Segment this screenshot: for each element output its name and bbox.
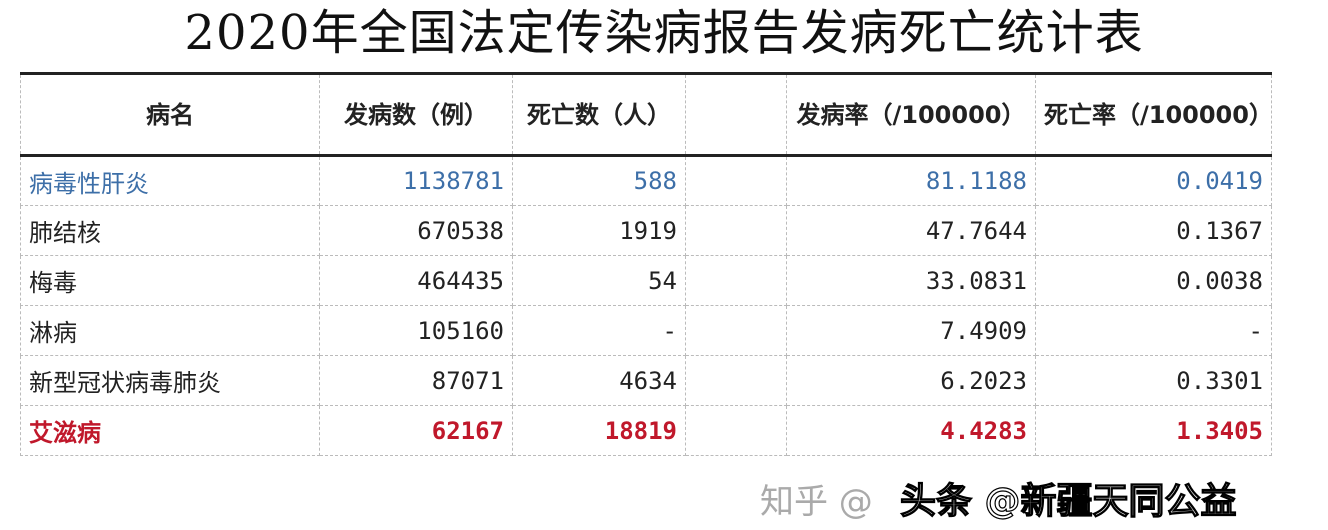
table-row: 新型冠状病毒肺炎 87071 4634 6.2023 0.3301 xyxy=(20,355,1272,406)
disease-name-cell: 病毒性肝炎 xyxy=(20,155,320,206)
header-deaths: 死亡数（人） xyxy=(512,73,686,156)
cases-cell: 670538 xyxy=(319,205,513,256)
table-row: 艾滋病 62167 18819 4.4283 1.3405 xyxy=(20,405,1272,456)
disease-name-cell: 肺结核 xyxy=(20,205,320,256)
incidence-cell: 6.2023 xyxy=(786,355,1036,406)
mortality-cell: 0.0419 xyxy=(1035,155,1272,206)
cases-cell: 1138781 xyxy=(319,155,513,206)
blank-cell xyxy=(685,305,787,356)
incidence-cell: 33.0831 xyxy=(786,255,1036,306)
mortality-cell: 1.3405 xyxy=(1035,405,1272,456)
mortality-cell: 0.3301 xyxy=(1035,355,1272,406)
page-title: 2020年全国法定传染病报告发病死亡统计表 xyxy=(184,5,1144,61)
blank-cell xyxy=(685,155,787,206)
disease-name-cell: 新型冠状病毒肺炎 xyxy=(20,355,320,406)
cases-cell: 62167 xyxy=(319,405,513,456)
disease-name-cell: 梅毒 xyxy=(20,255,320,306)
incidence-cell: 7.4909 xyxy=(786,305,1036,356)
deaths-cell: 18819 xyxy=(512,405,686,456)
table-row: 梅毒 464435 54 33.0831 0.0038 xyxy=(20,255,1272,306)
header-incidence: 发病率（/100000） xyxy=(786,73,1036,156)
header-disease-name: 病名 xyxy=(20,73,320,156)
table-header-row: 病名 发病数（例） 死亡数（人） 发病率（/100000） 死亡率（/10000… xyxy=(20,73,1272,156)
incidence-cell: 81.1188 xyxy=(786,155,1036,206)
watermark-zhihu: 知乎 @ xyxy=(760,482,873,522)
table-row: 病毒性肝炎 1138781 588 81.1188 0.0419 xyxy=(20,155,1272,206)
cases-cell: 464435 xyxy=(319,255,513,306)
disease-name-cell: 淋病 xyxy=(20,305,320,356)
watermark-toutiao: 头条 @新疆天同公益 xyxy=(899,481,1237,522)
deaths-cell: 4634 xyxy=(512,355,686,406)
blank-cell xyxy=(685,205,787,256)
disease-stats-table: 病名 发病数（例） 死亡数（人） 发病率（/100000） 死亡率（/10000… xyxy=(20,72,1272,456)
deaths-cell: - xyxy=(512,305,686,356)
mortality-cell: - xyxy=(1035,305,1272,356)
disease-name-cell: 艾滋病 xyxy=(20,405,320,456)
blank-cell xyxy=(685,255,787,306)
deaths-cell: 54 xyxy=(512,255,686,306)
header-blank xyxy=(685,73,787,156)
table-row: 肺结核 670538 1919 47.7644 0.1367 xyxy=(20,205,1272,256)
mortality-cell: 0.1367 xyxy=(1035,205,1272,256)
blank-cell xyxy=(685,355,787,406)
blank-cell xyxy=(685,405,787,456)
incidence-cell: 4.4283 xyxy=(786,405,1036,456)
cases-cell: 105160 xyxy=(319,305,513,356)
cases-cell: 87071 xyxy=(319,355,513,406)
header-mortality: 死亡率（/100000） xyxy=(1035,73,1272,156)
deaths-cell: 588 xyxy=(512,155,686,206)
deaths-cell: 1919 xyxy=(512,205,686,256)
header-cases: 发病数（例） xyxy=(319,73,513,156)
mortality-cell: 0.0038 xyxy=(1035,255,1272,306)
incidence-cell: 47.7644 xyxy=(786,205,1036,256)
table-row: 淋病 105160-7.4909- xyxy=(20,305,1272,356)
